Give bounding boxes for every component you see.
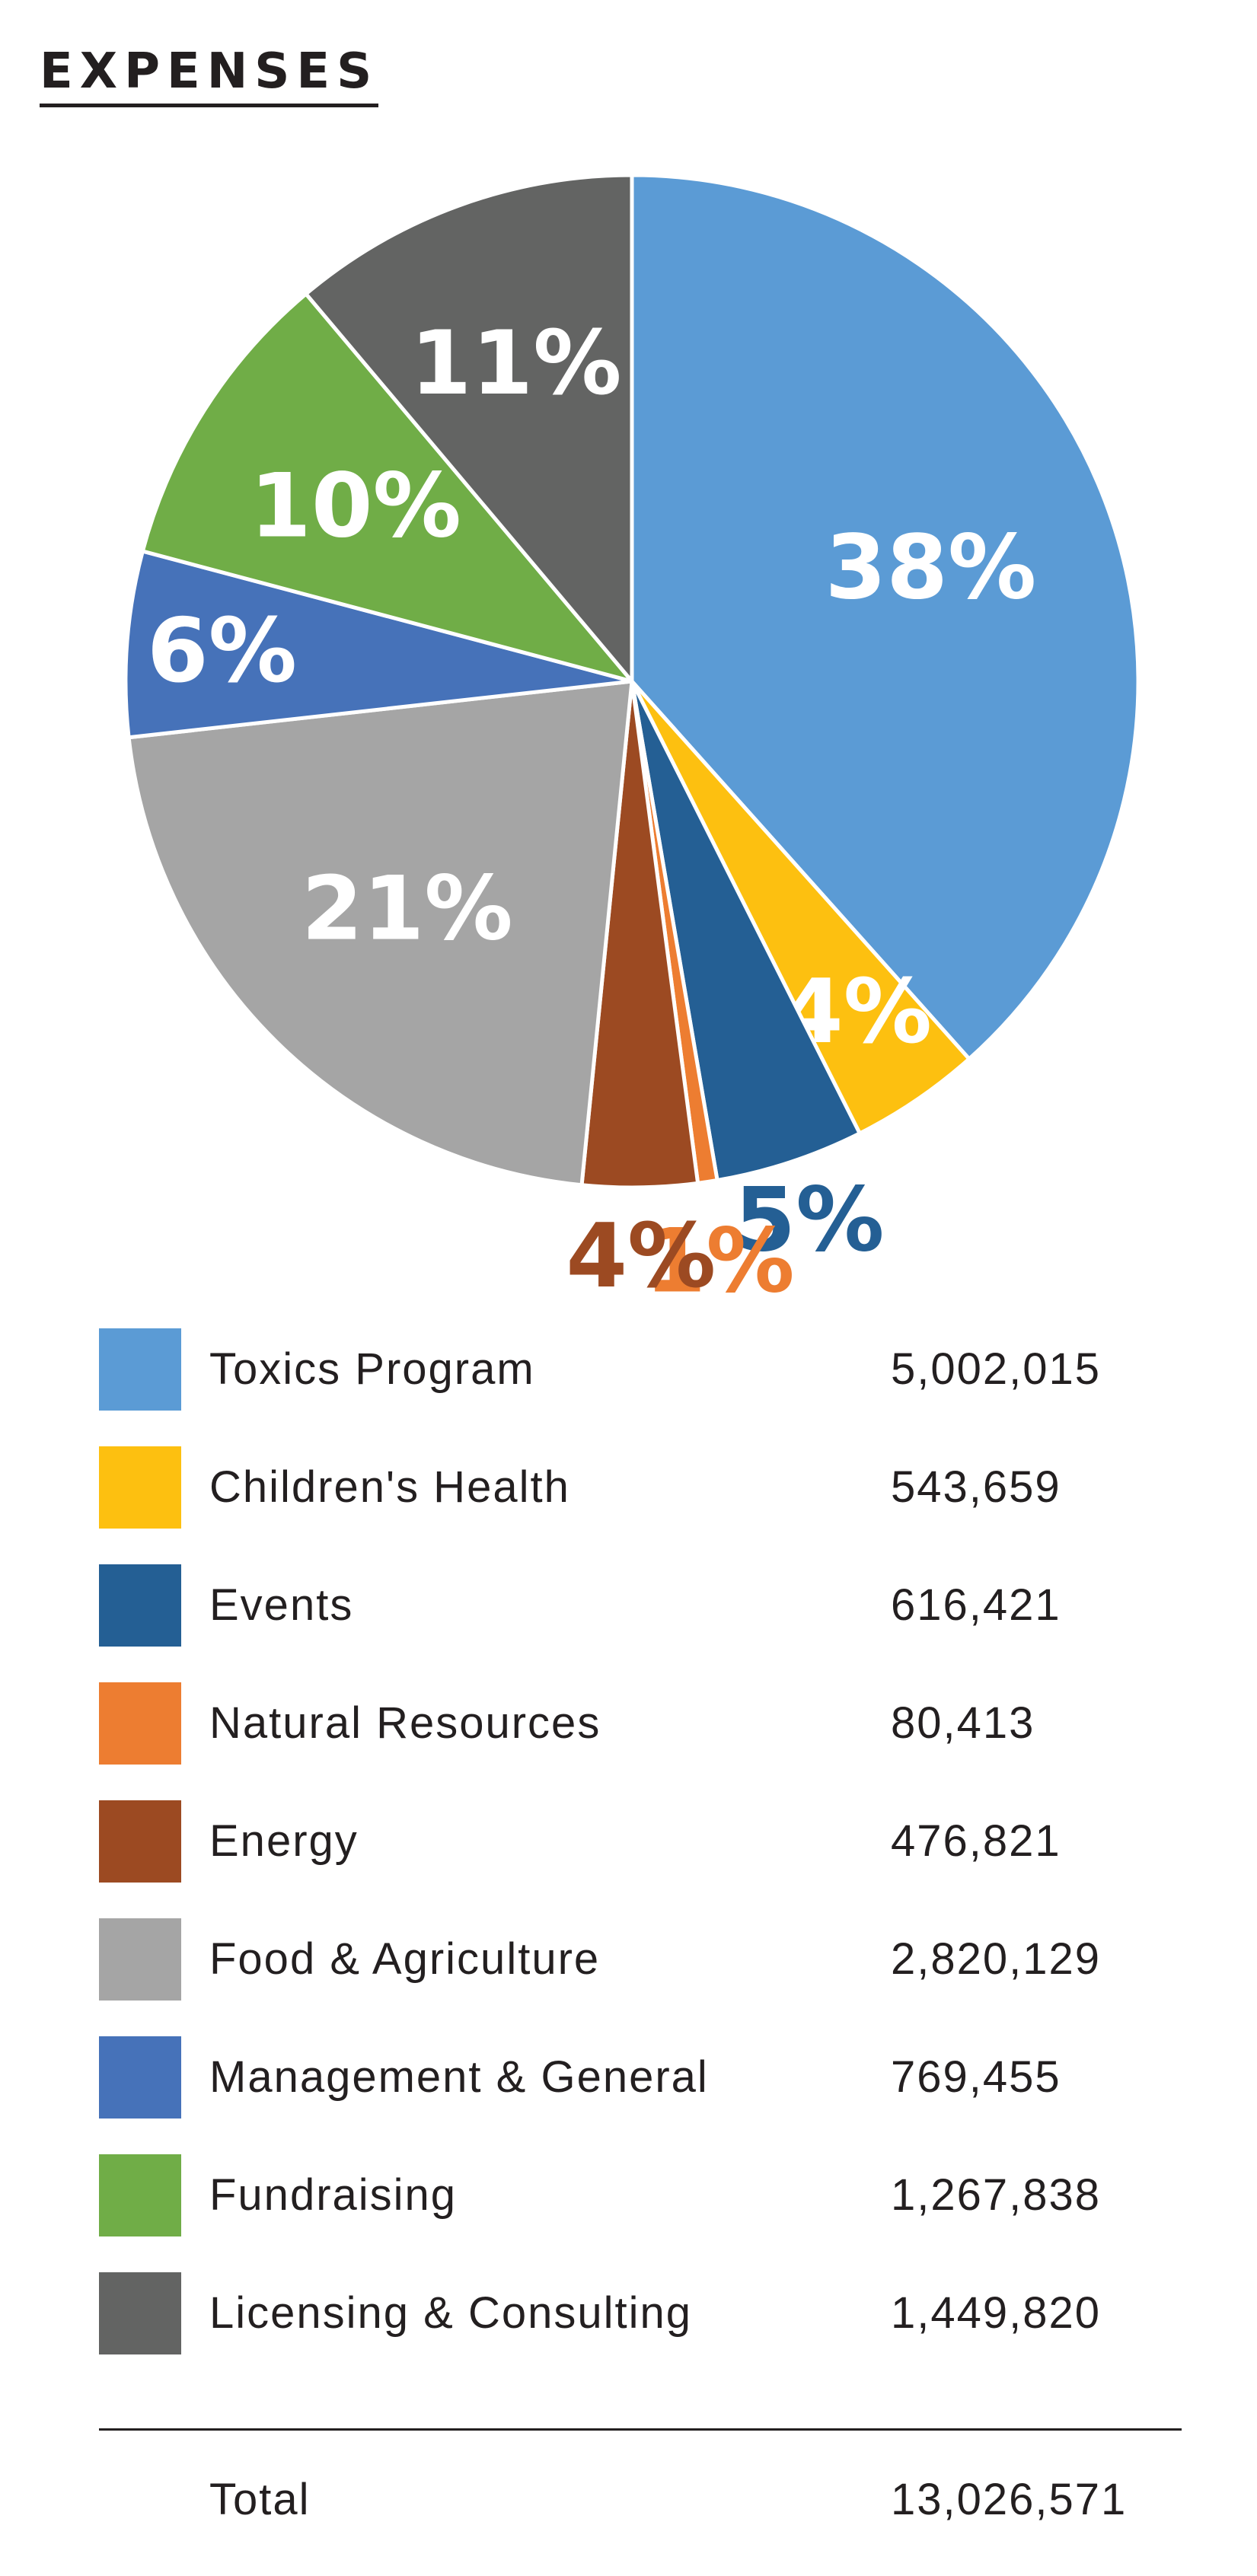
legend-item: Food & Agriculture 2,820,129	[0, 1918, 1257, 2002]
total-label: Total	[209, 2475, 311, 2524]
pie-slice-events	[630, 679, 862, 1182]
slice-label-management-and-general: 6%	[147, 600, 297, 703]
slice-label-events: 5%	[735, 1169, 885, 1272]
pie-slice-management-and-general	[123, 549, 634, 740]
legend-label: Toxics Program	[209, 1344, 535, 1394]
pie-slice-fundraising	[140, 292, 634, 684]
slice-label-food-and-agriculture: 21%	[301, 858, 513, 961]
slice-label-licensing-and-consulting: 11%	[410, 312, 622, 415]
legend-item: Children's Health 543,659	[0, 1446, 1257, 1530]
legend-value: 1,449,820	[891, 2288, 1102, 2338]
legend-value: 543,659	[891, 1462, 1061, 1512]
legend-swatch-licensing-and-consulting	[99, 2272, 181, 2354]
legend-value: 5,002,015	[891, 1344, 1102, 1394]
legend-value: 80,413	[891, 1698, 1035, 1748]
total-divider	[99, 2428, 1182, 2431]
legend-label: Natural Resources	[209, 1698, 601, 1748]
legend-item: Fundraising 1,267,838	[0, 2154, 1257, 2238]
legend-value: 2,820,129	[891, 1934, 1102, 1984]
legend-label: Fundraising	[209, 2170, 458, 2220]
legend-value: 616,421	[891, 1580, 1061, 1630]
legend-label: Events	[209, 1580, 354, 1630]
legend-item: Toxics Program 5,002,015	[0, 1328, 1257, 1412]
legend-item: Natural Resources 80,413	[0, 1682, 1257, 1766]
legend-swatch-children-s-health	[99, 1446, 181, 1529]
legend-value: 769,455	[891, 2052, 1061, 2102]
legend-value: 476,821	[891, 1816, 1061, 1866]
legend-label: Licensing & Consulting	[209, 2288, 693, 2338]
slice-label-energy: 4%	[566, 1205, 716, 1308]
legend-label: Children's Health	[209, 1462, 570, 1512]
legend-item: Energy 476,821	[0, 1800, 1257, 1884]
legend-label: Energy	[209, 1816, 359, 1866]
legend-swatch-events	[99, 1564, 181, 1647]
pie-slice-food-and-agriculture	[126, 679, 634, 1188]
slice-label-fundraising: 10%	[250, 455, 461, 558]
legend-swatch-fundraising	[99, 2154, 181, 2236]
legend-label: Food & Agriculture	[209, 1934, 601, 1984]
legend-swatch-food-and-agriculture	[99, 1918, 181, 2001]
legend-swatch-natural-resources	[99, 1682, 181, 1765]
pie-slice-toxics-program	[630, 173, 1141, 1061]
legend-item: Management & General 769,455	[0, 2036, 1257, 2120]
pie-slice-licensing-and-consulting	[304, 173, 634, 684]
pie-chart: 38%4%5%1%4%21%6%10%11%	[123, 173, 1141, 1309]
legend-item: Licensing & Consulting 1,449,820	[0, 2272, 1257, 2356]
pie-slice-children-s-health	[630, 679, 971, 1136]
legend-value: 1,267,838	[891, 2170, 1102, 2220]
total-value: 13,026,571	[891, 2475, 1128, 2524]
legend-swatch-toxics-program	[99, 1328, 181, 1411]
legend-swatch-energy	[99, 1800, 181, 1883]
chart-title: EXPENSES	[40, 47, 379, 107]
slice-label-natural-resources: 1%	[645, 1210, 795, 1309]
slice-label-toxics-program: 38%	[825, 516, 1037, 619]
legend-label: Management & General	[209, 2052, 709, 2102]
legend-swatch-management-and-general	[99, 2036, 181, 2119]
legend-item: Events 616,421	[0, 1564, 1257, 1648]
